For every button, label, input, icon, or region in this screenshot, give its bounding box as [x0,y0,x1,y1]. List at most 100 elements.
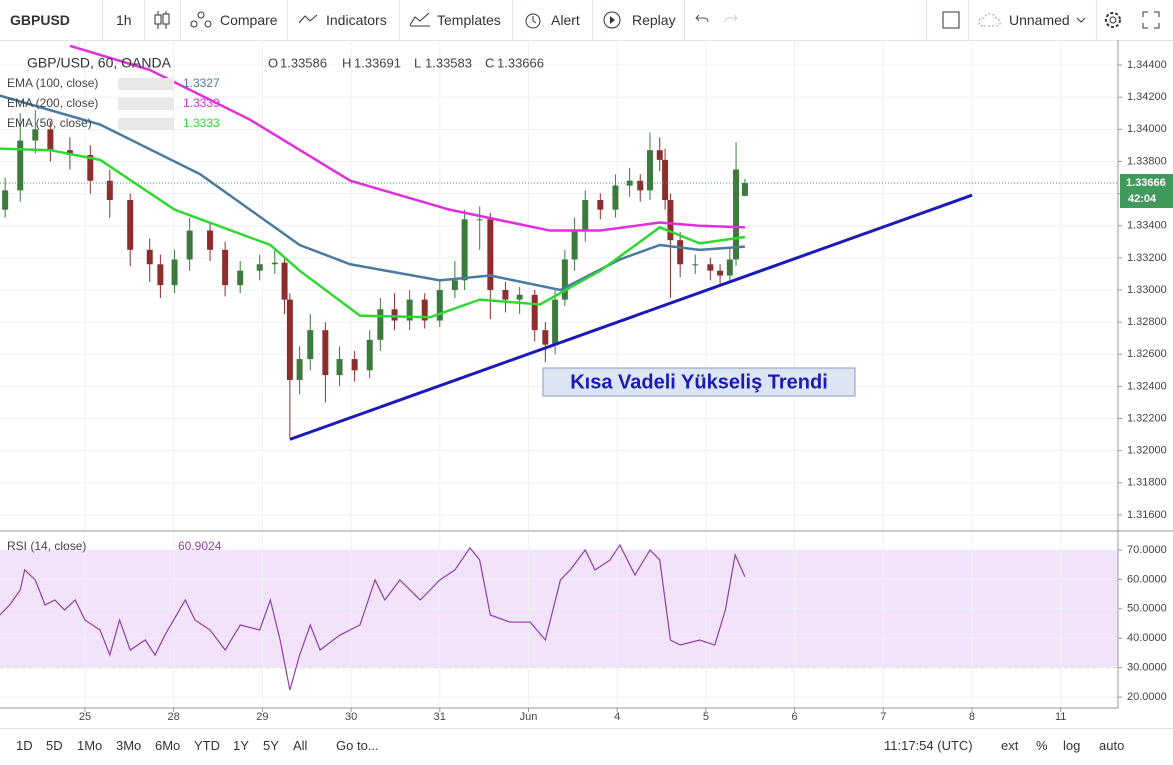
indicator-line [0,543,746,691]
candle-body [307,330,314,360]
candle-body [87,155,94,181]
candle-body [47,129,54,151]
y-tick-label: 1.33800 [1127,155,1167,167]
y-tick-label: 40.0000 [1127,632,1167,644]
range-button[interactable]: 6Mo [155,738,181,753]
y-tick-label: 1.33200 [1127,252,1167,264]
candle-body [667,200,674,241]
candle-body [157,264,164,286]
alert-button[interactable]: Alert [551,12,580,28]
settings-icon[interactable] [1103,10,1123,30]
interval[interactable]: 1h [116,12,132,28]
candle-body [406,299,413,321]
candle-body [222,249,229,286]
candle-body [377,309,384,340]
chart-type-icon[interactable] [153,10,171,30]
y-tick-label: 1.34400 [1127,59,1167,71]
legend-value: 60.9024 [178,539,222,553]
y-tick-label: 50.0000 [1127,603,1167,615]
replay-button[interactable]: Replay [632,12,676,28]
range-button[interactable]: YTD [194,738,220,753]
candle-body [677,240,684,265]
ohlc-value: 1.33586 [280,55,327,70]
y-tick-label: 1.33400 [1127,220,1167,232]
x-tick-label: 29 [256,711,268,723]
y-tick-label: 30.0000 [1127,662,1167,674]
clock[interactable]: 11:17:54 (UTC) [884,738,973,753]
y-tick-label: 1.32600 [1127,348,1167,360]
y-tick-label: 1.32800 [1127,316,1167,328]
range-button[interactable]: All [293,738,308,753]
countdown: 42:04 [1128,193,1157,205]
range-button[interactable]: 5Y [263,738,279,753]
last-price-box [1120,173,1173,208]
fullscreen-icon[interactable] [1141,10,1161,30]
fullscreen-box[interactable] [942,11,960,29]
candle-body [561,259,568,300]
candle-body [32,129,39,141]
candle-body [451,280,458,290]
y-tick-label: 1.32000 [1127,445,1167,457]
x-tick-label: 6 [792,711,798,723]
range-button[interactable]: 3Mo [116,738,142,753]
range-button[interactable]: 1Mo [77,738,103,753]
range-button[interactable]: 1D [16,738,33,753]
candle-body [476,219,483,221]
candle-body [717,270,724,276]
candle-body [66,150,73,156]
x-tick-label: 30 [345,711,357,723]
legend-value: 1.3333 [183,116,220,130]
scale-option[interactable]: % [1036,738,1048,753]
candle-body [271,262,278,265]
y-tick-label: 1.32400 [1127,380,1167,392]
compare-icon[interactable] [190,11,212,29]
candle-body [286,299,293,380]
scale-option[interactable]: auto [1099,738,1125,753]
y-tick-label: 70.0000 [1127,544,1167,556]
layout-name[interactable]: Unnamed [1009,12,1070,28]
x-tick-label: 8 [969,711,975,723]
indicators-icon[interactable] [298,13,318,25]
candle-body [366,339,373,371]
y-tick-label: 1.31600 [1127,509,1167,521]
goto-button[interactable]: Go to... [336,738,379,753]
candle-body [256,264,263,271]
candle-body [421,299,428,321]
candle-body [207,230,214,250]
trendline [289,193,973,441]
scale-option[interactable]: log [1063,738,1081,753]
candle-body [296,359,303,380]
redo-icon[interactable] [724,13,738,25]
candle-body [707,264,714,271]
ohlc-label: O [268,55,278,70]
templates-button[interactable]: Templates [437,12,501,28]
ohlc-value: 1.33691 [354,55,401,70]
candle-body [741,182,748,196]
replay-icon[interactable] [602,10,622,30]
range-button[interactable]: 1Y [233,738,249,753]
candle-body [461,219,468,281]
scale-option[interactable]: ext [1001,738,1019,753]
candle-body [612,185,619,210]
ohlc-header: O 1.33586 H 1.33691 L 1.33583 C 1.33666 [268,55,544,70]
legend-value: 1.3327 [183,76,220,90]
dropdown-icon[interactable] [1076,17,1086,23]
cloud-icon[interactable] [978,12,1002,28]
x-tick-label: 4 [614,711,620,723]
candle-body [733,169,740,260]
candle-body [171,259,178,286]
indicators-button[interactable]: Indicators [326,12,387,28]
ohlc-label: L [414,55,421,70]
range-button[interactable]: 5D [46,738,63,753]
ohlc-value: 1.33583 [425,55,472,70]
candle-body [552,299,559,345]
legend-controls [118,118,174,130]
legend-name: EMA (100, close) [7,76,98,90]
alert-icon[interactable] [523,10,543,30]
compare-button[interactable]: Compare [220,12,278,28]
x-tick-label: Jun [520,711,538,723]
templates-icon[interactable] [409,11,431,27]
y-tick-label: 1.31800 [1127,477,1167,489]
undo-icon[interactable] [695,13,709,25]
symbol[interactable]: GBPUSD [10,12,70,28]
